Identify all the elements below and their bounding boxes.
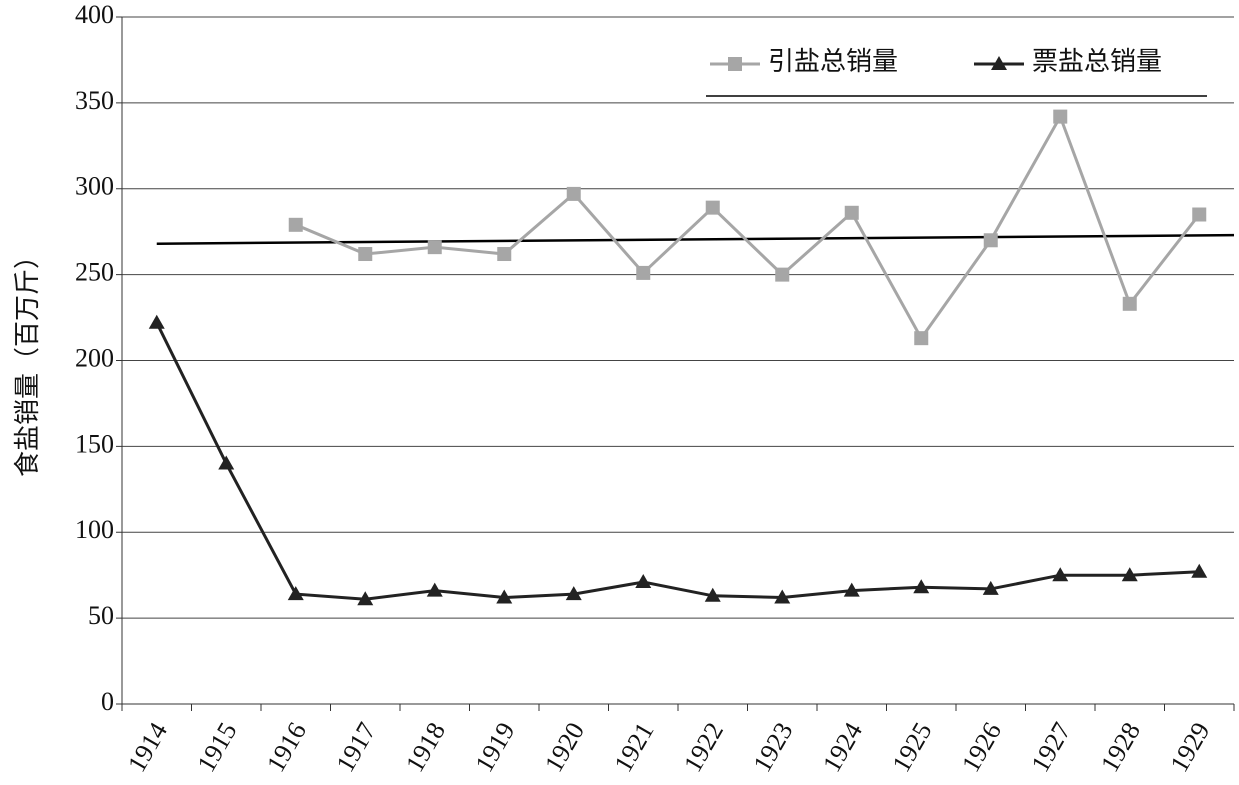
legend-label: 票盐总销量 (1032, 47, 1162, 76)
marker (636, 265, 651, 280)
marker (913, 579, 930, 594)
y-tick-label: 150 (75, 429, 114, 458)
x-tick-label: 1917 (331, 717, 382, 777)
x-tick-label: 1918 (400, 717, 451, 777)
marker (358, 247, 373, 262)
marker (775, 267, 790, 282)
marker (288, 217, 303, 232)
x-tick-label: 1925 (887, 717, 938, 777)
series-line (155, 322, 1200, 601)
x-tick-label: 1915 (192, 717, 243, 777)
y-tick-label: 200 (75, 343, 114, 372)
marker (497, 247, 512, 262)
x-tick-label: 1919 (470, 717, 521, 777)
x-tick-label: 1927 (1026, 717, 1077, 777)
legend-box (706, 30, 1207, 96)
marker (1191, 563, 1208, 578)
marker (218, 455, 235, 470)
marker (704, 587, 721, 602)
marker (287, 586, 304, 601)
y-tick-label: 350 (75, 86, 114, 115)
y-axis-title: 食盐销量（百万斤） (13, 243, 42, 477)
trend-line (156, 233, 1235, 245)
x-tick-label: 1921 (609, 717, 660, 777)
legend-label: 引盐总销量 (768, 47, 898, 76)
y-tick-label: 300 (75, 172, 114, 201)
x-tick-label: 1923 (748, 717, 799, 777)
marker (565, 586, 582, 601)
x-tick-label: 1916 (261, 717, 312, 777)
y-tick-label: 0 (101, 687, 114, 716)
x-tick-label: 1920 (539, 717, 590, 777)
y-tick-label: 100 (75, 515, 114, 544)
x-tick-label: 1924 (817, 717, 868, 777)
marker (774, 589, 791, 604)
marker (1121, 567, 1138, 582)
marker (991, 56, 1007, 70)
marker (148, 314, 165, 329)
y-tick-label: 400 (75, 0, 114, 29)
marker (566, 186, 581, 201)
x-tick-label: 1928 (1095, 717, 1146, 777)
x-tick-label: 1929 (1165, 717, 1216, 777)
marker (357, 591, 374, 606)
marker (1122, 296, 1137, 311)
x-tick-label: 1926 (956, 717, 1007, 777)
y-tick-label: 50 (88, 601, 114, 630)
x-tick-label: 1914 (122, 717, 173, 777)
marker (1192, 207, 1207, 222)
marker (705, 200, 720, 215)
marker (843, 582, 860, 597)
marker (983, 233, 998, 248)
marker (1053, 109, 1068, 124)
marker (844, 205, 859, 220)
marker (1052, 567, 1069, 582)
marker (635, 574, 652, 589)
marker (982, 580, 999, 595)
series-line (295, 113, 1201, 341)
marker (728, 57, 742, 71)
x-tick-label: 1922 (678, 717, 729, 777)
y-tick-label: 250 (75, 258, 114, 287)
marker (914, 331, 929, 346)
marker (496, 589, 513, 604)
marker (426, 582, 443, 597)
marker (427, 240, 442, 255)
